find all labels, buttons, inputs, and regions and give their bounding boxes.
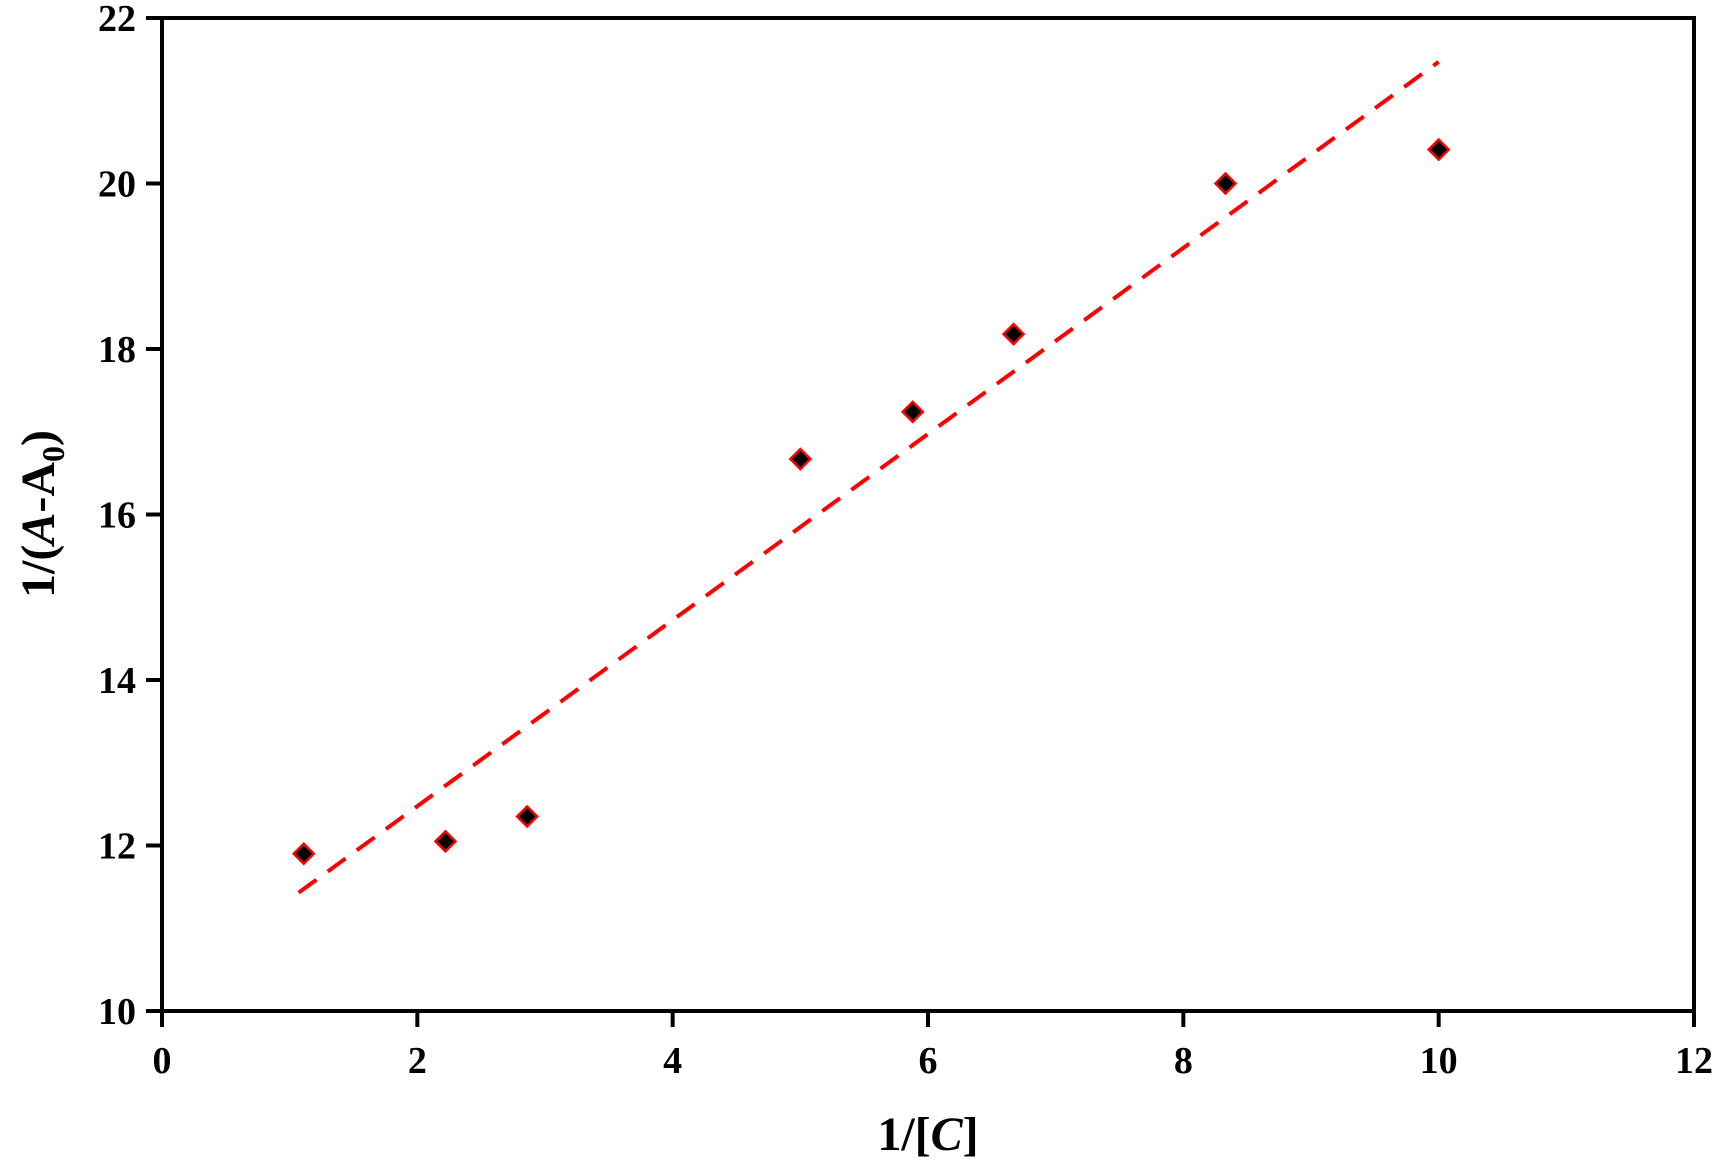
data-point [1001,322,1026,346]
x-tick-label: 8 [1174,1040,1193,1082]
data-point [291,842,316,866]
x-axis-title: 1/[C] [877,1108,978,1161]
y-tick-label: 22 [98,0,136,40]
x-tick-label: 10 [1420,1040,1458,1082]
data-points [291,137,1451,866]
x-tick-label: 12 [1675,1040,1713,1082]
plot-area [160,16,1696,1013]
data-point [433,829,458,854]
y-tick-label: 16 [98,495,136,537]
x-tick-label: 4 [663,1040,682,1082]
y-tick-label: 12 [98,826,136,868]
x-tick-label: 6 [919,1040,938,1082]
x-axis: 0 2 4 6 8 10 12 [153,1011,1713,1082]
data-point [788,447,813,471]
data-point [1426,137,1451,162]
data-point [515,804,539,829]
x-tick-label: 0 [153,1040,172,1082]
y-tick-label: 10 [98,991,136,1033]
x-tick-label: 2 [408,1040,427,1082]
data-point [900,400,925,424]
data-point [1213,171,1238,196]
trendline [297,60,1440,895]
y-tick-label: 18 [98,329,136,371]
y-axis: 10 12 14 16 18 20 22 [98,0,162,1033]
y-tick-label: 20 [98,164,136,206]
y-tick-label: 14 [98,660,136,702]
trendline-group [297,60,1440,895]
y-axis-title: 1/(A-A0) [12,430,71,598]
